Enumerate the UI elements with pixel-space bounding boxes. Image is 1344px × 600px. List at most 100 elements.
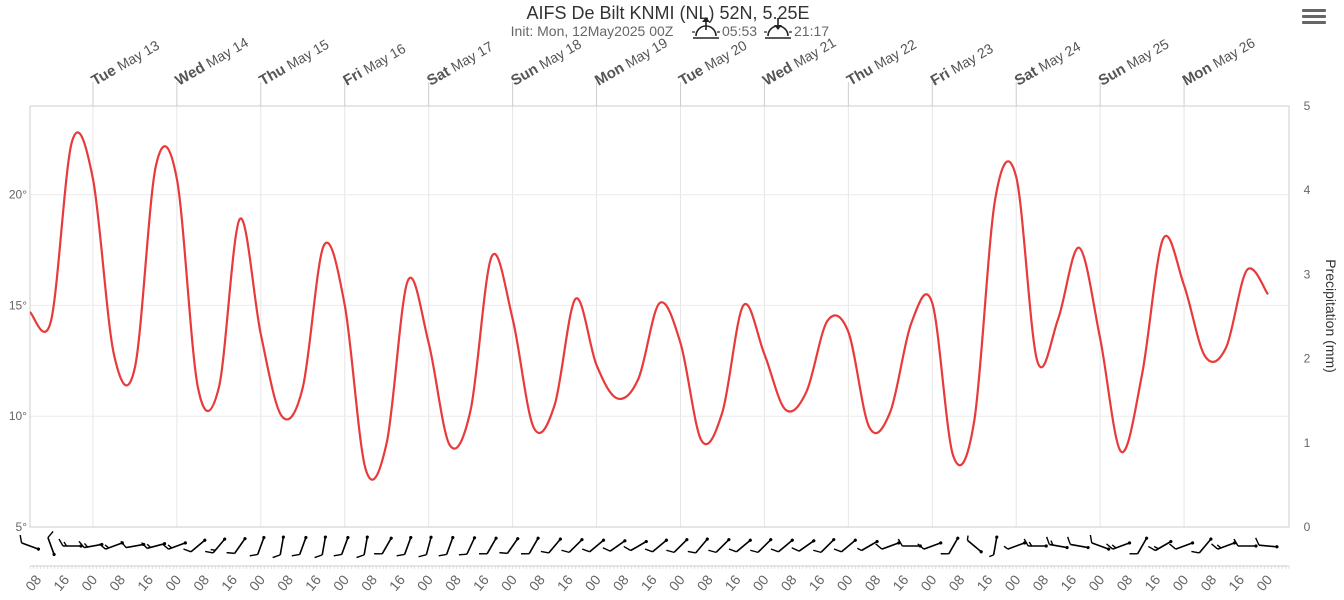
hamburger-menu-icon[interactable] bbox=[1300, 6, 1328, 30]
wind-barb-shaft bbox=[190, 539, 206, 553]
plot-border bbox=[29, 105, 1290, 528]
wind-barb-shaft bbox=[630, 540, 647, 552]
wind-barb-flag bbox=[1089, 534, 1093, 544]
wind-barb-tip bbox=[536, 536, 540, 540]
wind-barb bbox=[272, 535, 285, 559]
wind-barb-tip bbox=[1044, 544, 1048, 548]
wind-barb-flag bbox=[272, 554, 281, 559]
wind-barb-flag bbox=[1169, 543, 1177, 550]
wind-barb bbox=[540, 537, 562, 554]
wind-barb-tip bbox=[727, 538, 731, 542]
wind-barb-shaft bbox=[298, 537, 307, 555]
wind-barb-tip bbox=[664, 538, 668, 542]
wind-barb-half bbox=[1028, 541, 1033, 547]
wind-barb bbox=[687, 537, 709, 554]
wind-barb-tip bbox=[36, 547, 41, 551]
wind-barb bbox=[623, 539, 648, 552]
sunrise-time: 05:53 bbox=[722, 23, 757, 39]
wind-barb-shaft bbox=[966, 539, 982, 553]
wind-barb-tip bbox=[243, 537, 247, 541]
wind-barb-shaft bbox=[486, 537, 497, 555]
y-tick-left: 20° bbox=[9, 188, 27, 202]
wind-barb-tip bbox=[223, 537, 227, 541]
wind-barb-flag bbox=[333, 553, 342, 557]
wind-barb-flag bbox=[770, 548, 779, 553]
wind-barb-shaft bbox=[321, 536, 327, 556]
wind-barb-flag bbox=[98, 543, 106, 550]
wind-barb-flag bbox=[499, 551, 508, 555]
wind-barb bbox=[418, 535, 433, 558]
wind-barb-half bbox=[210, 548, 216, 551]
wind-barb bbox=[226, 537, 247, 555]
wind-barb-shaft bbox=[1091, 542, 1109, 550]
wind-barb-flag bbox=[897, 538, 903, 547]
wind-barb-flag bbox=[161, 543, 169, 550]
wind-barb-flag bbox=[141, 542, 148, 549]
wind-barb-tip bbox=[832, 538, 836, 542]
wind-barb bbox=[333, 535, 350, 557]
wind-barb bbox=[161, 541, 187, 550]
wind-barb-flag bbox=[291, 553, 300, 557]
wind-barb-flag bbox=[438, 553, 447, 557]
wind-barb-tip bbox=[853, 538, 857, 542]
wind-barb bbox=[561, 538, 584, 554]
wind-barb-tip bbox=[323, 535, 327, 539]
wind-barb bbox=[875, 541, 901, 550]
wind-barb-tip bbox=[1190, 541, 1195, 545]
wind-barb-shaft bbox=[1175, 542, 1193, 550]
wind-barb-flag bbox=[540, 550, 549, 554]
wind-barb bbox=[1066, 536, 1090, 550]
series-layer bbox=[29, 131, 1269, 481]
wind-barb-flag bbox=[183, 548, 192, 553]
wind-barb bbox=[1129, 536, 1149, 555]
wind-barb-shaft bbox=[948, 537, 959, 555]
wind-barb-half bbox=[966, 535, 969, 541]
wind-barb-flag bbox=[602, 547, 611, 552]
wind-barb-flag bbox=[666, 549, 675, 554]
wind-barb-tip bbox=[748, 538, 752, 542]
wind-barb-flag bbox=[47, 530, 54, 538]
wind-barb-half bbox=[1003, 545, 1009, 550]
wind-barb-shaft bbox=[840, 539, 856, 553]
temperature-line bbox=[29, 131, 1269, 481]
wind-barb-tip bbox=[1254, 544, 1258, 548]
wind-barb-flag bbox=[875, 543, 883, 550]
wind-barb-flag bbox=[708, 549, 717, 554]
wind-barb-half bbox=[1050, 540, 1054, 546]
wind-barb bbox=[833, 538, 857, 553]
wind-barb-tip bbox=[281, 535, 285, 539]
wind-barb-tip bbox=[1209, 537, 1213, 541]
wind-barb-shaft bbox=[923, 542, 942, 550]
wind-barb bbox=[1233, 538, 1258, 548]
wind-barb-tip bbox=[494, 536, 498, 540]
wind-barb-tip bbox=[1065, 545, 1069, 550]
wind-barb bbox=[1169, 541, 1195, 550]
wind-barb-tip bbox=[451, 535, 455, 540]
wind-barb bbox=[249, 535, 266, 557]
wind-barb bbox=[78, 540, 104, 549]
wind-barb-flag bbox=[561, 549, 570, 554]
wind-barb-shaft bbox=[652, 539, 667, 553]
y-tick-right: 1 bbox=[1304, 436, 1311, 450]
wind-barb bbox=[1191, 537, 1213, 554]
wind-barb-half bbox=[63, 541, 68, 547]
wind-barb-tip bbox=[472, 536, 477, 540]
wind-barb-tip bbox=[183, 541, 187, 545]
wind-barbs bbox=[19, 530, 1279, 559]
wind-barb-flag bbox=[205, 550, 214, 554]
wind-barb-flag bbox=[356, 554, 365, 559]
wind-barb bbox=[966, 535, 983, 554]
wind-barb-tip bbox=[769, 538, 773, 542]
wind-barb-tip bbox=[705, 537, 709, 541]
wind-barb-shaft bbox=[861, 540, 878, 552]
wind-barb-flag bbox=[120, 540, 127, 549]
wind-barb-flag bbox=[1147, 545, 1156, 552]
wind-barb-tip bbox=[365, 535, 369, 539]
wind-barb bbox=[791, 539, 816, 552]
wind-barb bbox=[708, 538, 731, 554]
wind-barb-shaft bbox=[256, 537, 265, 555]
sunset-time: 21:17 bbox=[794, 23, 829, 39]
y-axis-ticks: 5° 10° 15° 20° 0 1 2 3 4 5 bbox=[9, 99, 1311, 534]
wind-barb bbox=[141, 542, 167, 550]
